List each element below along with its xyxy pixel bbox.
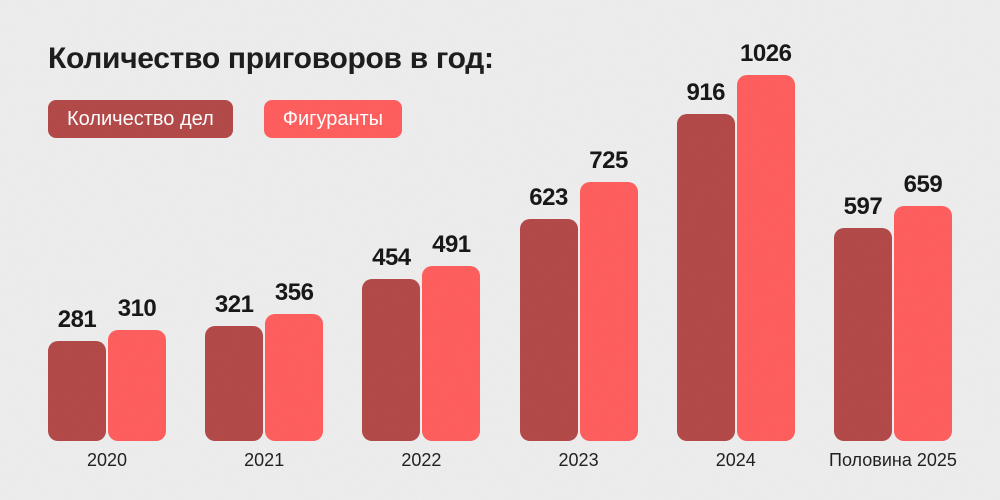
figurants-bar — [265, 314, 324, 441]
figurants-bar — [736, 75, 795, 441]
cases-bar — [833, 228, 892, 441]
category-label: 2020 — [86, 450, 128, 470]
bar-pair: 623 725 — [519, 147, 638, 441]
bar-group: 597 659 Половина 2025 — [829, 171, 957, 470]
value-label: 659 — [903, 171, 943, 198]
bar-column: 659 — [893, 171, 952, 441]
category-label: 2021 — [244, 450, 285, 470]
bar-pair: 916 1026 — [676, 40, 795, 441]
bar-column: 356 — [265, 279, 324, 441]
bar-column: 491 — [422, 231, 481, 441]
bar-column: 623 — [519, 184, 578, 441]
bar-column: 1026 — [736, 40, 795, 441]
category-label: Половина 2025 — [829, 450, 957, 470]
cases-bar — [519, 219, 578, 441]
category-label: 2023 — [558, 450, 599, 470]
bar-column: 916 — [676, 79, 735, 441]
bar-group: 916 1026 2024 — [676, 40, 795, 470]
bar-pair: 321 356 — [205, 279, 324, 441]
value-label: 623 — [529, 184, 568, 211]
bar-group: 454 491 2022 — [362, 231, 481, 470]
cases-bar — [676, 114, 735, 441]
bar-pair: 597 659 — [833, 171, 952, 441]
bar-pair: 454 491 — [362, 231, 481, 441]
bar-group: 321 356 2021 — [205, 279, 324, 470]
figurants-bar — [893, 206, 952, 441]
bar-pair: 281 310 — [48, 295, 166, 441]
value-label: 356 — [274, 279, 314, 306]
value-label: 725 — [589, 147, 628, 174]
bar-column: 310 — [108, 295, 166, 441]
category-label: 2024 — [715, 450, 756, 470]
figurants-bar — [108, 330, 166, 441]
value-label: 321 — [214, 291, 254, 318]
cases-bar — [48, 341, 106, 441]
bar-column: 281 — [48, 306, 106, 441]
value-label: 310 — [117, 295, 157, 322]
bar-column: 454 — [362, 244, 421, 441]
figurants-bar — [422, 266, 481, 441]
value-label: 597 — [843, 193, 883, 220]
figurants-bar — [579, 182, 638, 441]
bar-group: 623 725 2023 — [519, 147, 638, 470]
bar-column: 321 — [205, 291, 264, 441]
value-label: 454 — [372, 244, 411, 271]
cases-bar — [205, 326, 264, 441]
value-label: 281 — [57, 306, 97, 333]
bar-column: 725 — [579, 147, 638, 441]
category-label: 2022 — [401, 450, 442, 470]
value-label: 1026 — [740, 40, 792, 67]
bar-column: 597 — [833, 193, 892, 441]
value-label: 491 — [432, 231, 471, 258]
cases-bar — [362, 279, 421, 441]
value-label: 916 — [686, 79, 726, 106]
bar-chart: 281 310 2020 321 356 2021 454 491 2022 623 725 2023… — [48, 40, 957, 470]
bar-group: 281 310 2020 — [48, 295, 166, 470]
